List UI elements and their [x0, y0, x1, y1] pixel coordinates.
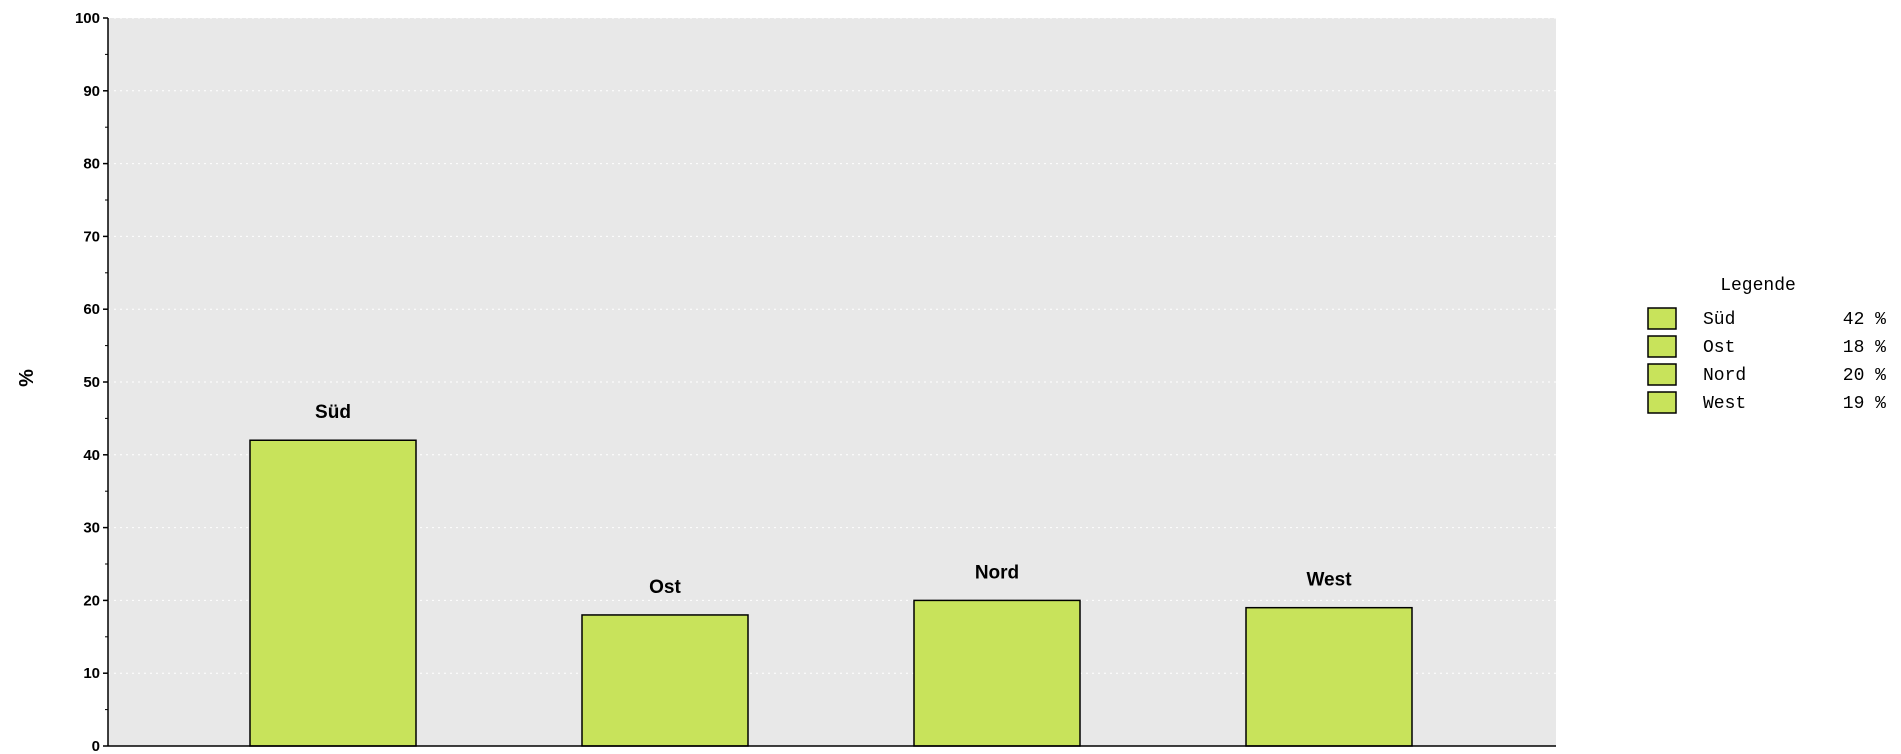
y-tick-label: 40: [83, 447, 100, 464]
legend-swatch: [1647, 307, 1677, 330]
legend-entry-value: 19 %: [1843, 394, 1886, 414]
bar-label: Süd: [315, 402, 351, 423]
legend: Legende Süd 42 % Ost 18 % Nord 20 % West 19 %: [1647, 276, 1886, 414]
y-ticks: 0 10 20 30 40 50 60 70 80 90 100: [75, 10, 108, 754]
bar-1: [581, 614, 749, 747]
y-tick-label: 30: [83, 520, 100, 537]
bars: [249, 439, 1413, 747]
legend-entry-value: 20 %: [1843, 366, 1886, 386]
bar-2: [913, 599, 1081, 747]
legend-entry-name: Ost: [1703, 338, 1735, 358]
legend-swatch: [1647, 391, 1677, 414]
y-tick-label: 70: [83, 228, 100, 245]
y-tick-label: 50: [83, 374, 100, 391]
bar-label: West: [1306, 570, 1352, 591]
bar-3: [1245, 606, 1413, 747]
legend-entry-value: 18 %: [1843, 338, 1886, 358]
legend-entry-name: Süd: [1703, 310, 1735, 330]
y-tick-label: 100: [75, 10, 100, 27]
legend-title: Legende: [1720, 276, 1796, 296]
legend-entry-name: West: [1703, 394, 1746, 414]
legend-swatch: [1647, 335, 1677, 358]
legend-swatch: [1647, 363, 1677, 386]
y-tick-label: 0: [92, 738, 100, 754]
bar-labels: Süd Ost Nord West: [315, 402, 1352, 598]
y-tick-label: 20: [83, 592, 100, 609]
y-tick-label: 80: [83, 156, 100, 173]
legend-entry-name: Nord: [1703, 366, 1746, 386]
bar-label: Ost: [649, 577, 681, 598]
y-axis-label: %: [16, 369, 38, 387]
y-tick-label: 60: [83, 301, 100, 318]
legend-entry-value: 42 %: [1843, 310, 1886, 330]
y-tick-label: 10: [83, 665, 100, 682]
y-tick-label: 90: [83, 83, 100, 100]
bar-0: [249, 439, 417, 747]
legend-items: Süd 42 % Ost 18 % Nord 20 % West 19 %: [1647, 307, 1886, 414]
bar-label: Nord: [975, 562, 1019, 583]
